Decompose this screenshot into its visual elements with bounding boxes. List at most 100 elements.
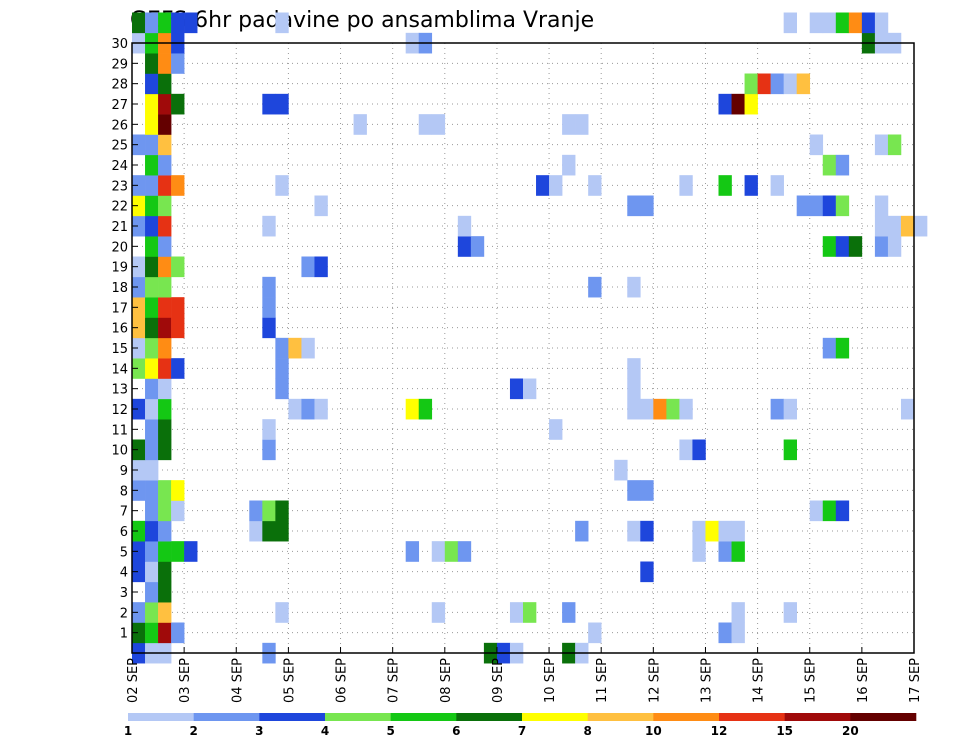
heatmap-cell (145, 276, 159, 298)
heatmap-cell (353, 114, 367, 135)
heatmap-cell (158, 520, 172, 542)
heatmap-cell (158, 602, 172, 623)
heatmap-cell (848, 236, 863, 257)
heatmap-cell (562, 114, 576, 135)
heatmap-cell (132, 134, 146, 156)
heatmap-cell (731, 541, 745, 562)
y-tick-label: 9 (120, 464, 128, 479)
colorbar-swatch (784, 713, 851, 721)
heatmap-cell (145, 114, 159, 135)
heatmap-cell (158, 398, 172, 420)
heatmap-cell (262, 297, 276, 318)
heatmap-cell (275, 93, 289, 115)
y-tick-label: 8 (120, 484, 128, 499)
heatmap-cell (848, 12, 863, 34)
heatmap-cell (158, 337, 172, 359)
colorbar-label: 10 (645, 724, 662, 738)
heatmap-cell (145, 561, 159, 583)
heatmap-cell (783, 398, 797, 420)
y-tick-label: 15 (111, 342, 128, 357)
heatmap-cell (171, 297, 185, 318)
heatmap-cell (874, 195, 889, 217)
heatmap-cell (262, 276, 276, 298)
heatmap-cell (900, 398, 915, 420)
heatmap-cell (822, 500, 837, 522)
heatmap-cell (509, 602, 524, 623)
heatmap-cell (457, 215, 472, 237)
colorbar-label: 15 (776, 724, 793, 738)
y-tick-label: 19 (111, 261, 128, 276)
colorbar-swatch (193, 713, 260, 721)
heatmap-cell (275, 602, 289, 623)
heatmap-cell (158, 154, 172, 176)
heatmap-cell (770, 175, 784, 196)
heatmap-cell (549, 175, 563, 196)
heatmap-cell (145, 541, 159, 562)
heatmap-cell (171, 541, 185, 562)
y-tick-label: 18 (111, 281, 128, 296)
colorbar-swatch (587, 713, 654, 721)
heatmap-cell (679, 175, 693, 196)
heatmap-cell (262, 419, 276, 440)
y-tick-label: 22 (111, 200, 128, 215)
colorbar-swatch (128, 713, 194, 721)
heatmap-cell (145, 378, 159, 400)
heatmap-cell (914, 215, 928, 237)
heatmap-cell (275, 358, 289, 379)
heatmap-cell (575, 114, 589, 135)
heatmap-cell (262, 317, 276, 339)
y-tick-label: 4 (120, 566, 128, 581)
x-tick-label: 11 SEP (595, 658, 610, 703)
heatmap-cell (887, 236, 902, 257)
heatmap-cell (627, 195, 641, 217)
heatmap-cell (158, 317, 172, 339)
x-tick-label: 07 SEP (387, 658, 402, 703)
heatmap-cell (835, 500, 850, 522)
heatmap-cell (418, 398, 433, 420)
heatmap-cell (653, 398, 667, 420)
heatmap-cell (874, 215, 889, 237)
heatmap-cell (457, 541, 472, 562)
heatmap-cell (536, 175, 550, 196)
heatmap-cell (640, 195, 654, 217)
heatmap-cell (145, 439, 159, 461)
heatmap-cell (796, 195, 811, 217)
colorbar-label: 4 (321, 724, 329, 738)
y-tick-label: 25 (111, 139, 128, 154)
x-tick-label: 10 SEP (543, 658, 558, 703)
heatmap-cell (887, 134, 902, 156)
heatmap-cell (158, 53, 172, 74)
heatmap-cell (249, 500, 263, 522)
heatmap-cell (158, 378, 172, 400)
heatmap-cell (158, 134, 172, 156)
heatmap-cell (718, 541, 732, 562)
y-tick-label: 13 (111, 383, 128, 398)
heatmap-cell (145, 175, 159, 196)
heatmap-cell (692, 541, 706, 562)
heatmap-cell (783, 439, 797, 461)
x-tick-label: 04 SEP (230, 658, 245, 703)
y-tick-label: 20 (111, 240, 128, 255)
heatmap-cell (132, 297, 146, 318)
heatmap-cell (431, 114, 446, 135)
colorbar-swatch (259, 713, 326, 721)
heatmap-cell (783, 602, 797, 623)
heatmap-cell (132, 215, 146, 237)
x-tick-label: 06 SEP (335, 658, 350, 703)
x-tick-label: 02 SEP (126, 658, 141, 703)
heatmap-cell (822, 337, 837, 359)
heatmap-cell (314, 256, 328, 278)
heatmap-cell (145, 398, 159, 420)
heatmap-cell (158, 256, 172, 278)
heatmap-cell (874, 12, 889, 34)
y-tick-label: 10 (111, 444, 128, 459)
heatmap-cell (132, 602, 146, 623)
heatmap-cell (171, 358, 185, 379)
heatmap-cell (796, 73, 811, 95)
heatmap-cell (158, 439, 172, 461)
heatmap-cell (744, 175, 758, 196)
colorbar-label: 1 (124, 724, 132, 738)
y-tick-label: 17 (111, 301, 128, 316)
heatmap-cell (132, 480, 146, 501)
heatmap-cell (835, 12, 850, 34)
